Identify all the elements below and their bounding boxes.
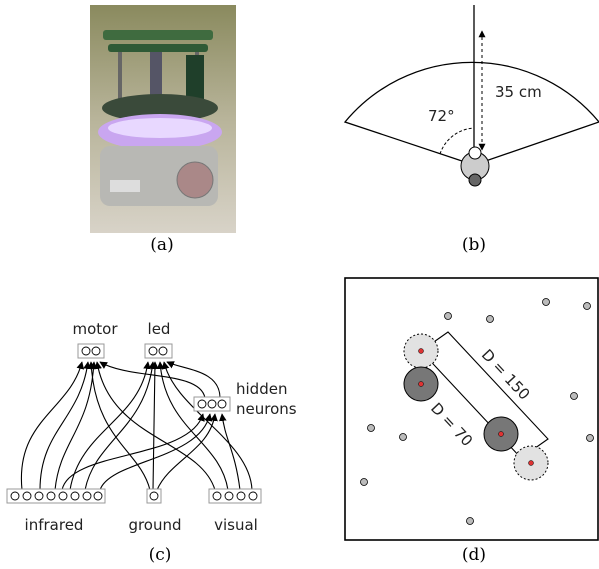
motor-label: motor	[72, 320, 118, 338]
caption: (a)	[150, 235, 173, 255]
ground-label: ground	[128, 516, 181, 534]
hidden-label: hidden	[236, 380, 287, 398]
led-label: led	[148, 320, 171, 338]
angle-label: 72°	[428, 107, 455, 125]
range-label: 35 cm	[495, 83, 542, 101]
caption: (c)	[149, 545, 172, 565]
neuron-groups	[6, 343, 262, 504]
robot-photo	[90, 5, 236, 233]
visual-label: visual	[214, 516, 258, 534]
sensor-sector	[343, 5, 599, 187]
infrared-label: infrared	[25, 516, 84, 534]
long-distance-label: D = 150	[478, 346, 534, 404]
hidden-label: neurons	[236, 400, 297, 418]
arena	[344, 277, 599, 541]
caption: (b)	[462, 235, 486, 255]
caption: (d)	[462, 545, 486, 565]
network-wires	[20, 361, 253, 491]
short-distance-label: D = 70	[427, 399, 476, 450]
